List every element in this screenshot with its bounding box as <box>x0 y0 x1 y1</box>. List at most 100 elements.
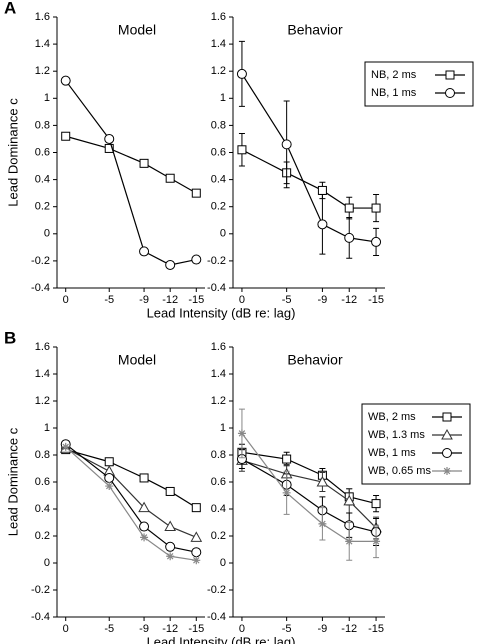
y-tick-label: 1.4 <box>211 38 226 50</box>
marker <box>165 173 175 183</box>
y-tick-label: -0.4 <box>207 282 226 294</box>
y-tick-label: 0.8 <box>211 119 226 131</box>
marker <box>191 188 201 198</box>
y-tick-label: 0.2 <box>211 530 226 542</box>
marker <box>445 88 455 98</box>
x-tick-label: -5 <box>282 294 292 306</box>
marker <box>139 521 150 532</box>
marker <box>191 547 202 558</box>
y-tick-label: 0.8 <box>35 449 50 461</box>
marker <box>445 70 455 80</box>
marker <box>191 503 201 513</box>
x-tick-label: -9 <box>318 623 328 635</box>
x-tick-label: -12 <box>162 623 178 635</box>
marker <box>237 429 246 438</box>
chart-title: Behavior <box>287 352 343 368</box>
marker <box>371 499 381 509</box>
marker <box>165 541 176 552</box>
series-line <box>241 149 377 209</box>
marker <box>282 488 291 497</box>
x-tick-label: -5 <box>282 623 292 635</box>
y-tick-label: 0 <box>220 557 226 569</box>
y-tick-label: 0 <box>44 557 50 569</box>
legend-box <box>364 61 474 107</box>
marker <box>316 475 329 487</box>
marker <box>237 145 247 155</box>
marker <box>371 236 382 247</box>
y-tick-label: -0.2 <box>207 255 226 267</box>
marker <box>104 143 114 153</box>
y-tick-label: 1.4 <box>35 368 50 380</box>
marker <box>139 158 149 168</box>
x-tick-label: 0 <box>63 294 69 306</box>
panel-label: B <box>4 328 16 347</box>
y-tick-label: 1.6 <box>35 11 50 23</box>
y-axis-label: Lead Dominance c <box>5 427 20 536</box>
marker <box>442 448 452 458</box>
chart-title: Model <box>118 22 156 38</box>
chart-title: Model <box>118 352 156 368</box>
marker <box>282 454 292 464</box>
chart-title: Behavior <box>287 22 343 38</box>
y-tick-label: 0.4 <box>35 503 50 515</box>
marker <box>441 428 453 440</box>
y-tick-label: 1 <box>44 92 50 104</box>
marker <box>105 482 114 491</box>
marker <box>345 537 354 546</box>
y-tick-label: 1.2 <box>35 395 50 407</box>
marker <box>165 259 176 270</box>
y-tick-label: 1.6 <box>35 341 50 353</box>
marker <box>61 442 70 451</box>
y-tick-label: 0.2 <box>211 201 226 213</box>
x-tick-label: -15 <box>188 623 204 635</box>
marker <box>138 501 150 513</box>
y-tick-label: 1.2 <box>211 65 226 77</box>
y-tick-label: -0.4 <box>207 611 226 623</box>
x-tick-label: -15 <box>368 623 384 635</box>
series-line <box>65 80 197 266</box>
y-tick-label: 0 <box>44 228 50 240</box>
marker <box>190 531 203 542</box>
marker <box>443 467 451 475</box>
y-tick-label: 0 <box>220 228 226 240</box>
legend-label: WB, 1.3 ms <box>368 429 425 441</box>
y-tick-label: 1.4 <box>35 38 50 50</box>
marker <box>442 412 452 422</box>
x-tick-label: -9 <box>318 294 328 306</box>
y-tick-label: 0.8 <box>211 449 226 461</box>
y-tick-label: 0.6 <box>35 476 50 488</box>
marker <box>318 519 327 528</box>
x-tick-label: -15 <box>188 294 204 306</box>
y-tick-label: 0.6 <box>35 146 50 158</box>
series-line <box>65 447 197 538</box>
y-tick-label: -0.4 <box>31 611 50 623</box>
marker <box>166 552 175 561</box>
x-axis-label: Lead Intensity (dB re: lag) <box>147 634 296 644</box>
y-tick-label: -0.2 <box>207 584 226 596</box>
y-tick-label: 1.4 <box>211 368 226 380</box>
x-tick-label: -5 <box>104 294 114 306</box>
marker <box>236 68 247 79</box>
y-tick-label: 0.4 <box>35 174 50 186</box>
y-tick-label: 0.2 <box>35 530 50 542</box>
marker <box>281 139 292 150</box>
x-tick-label: 0 <box>239 294 245 306</box>
y-tick-label: 0.6 <box>211 146 226 158</box>
marker <box>164 520 177 532</box>
legend-label: NB, 2 ms <box>371 69 417 81</box>
marker <box>317 219 328 230</box>
marker <box>344 203 354 213</box>
marker <box>191 254 202 265</box>
y-tick-label: 1.6 <box>211 341 226 353</box>
y-tick-label: 0.4 <box>211 174 226 186</box>
y-tick-label: 0.6 <box>211 476 226 488</box>
y-tick-label: 1.2 <box>211 395 226 407</box>
marker <box>60 75 71 86</box>
marker <box>317 185 327 195</box>
x-tick-label: -9 <box>139 294 149 306</box>
series-line <box>65 135 197 194</box>
series-line <box>65 443 197 553</box>
y-tick-label: 1.6 <box>211 11 226 23</box>
x-axis-label: Lead Intensity (dB re: lag) <box>147 305 296 320</box>
